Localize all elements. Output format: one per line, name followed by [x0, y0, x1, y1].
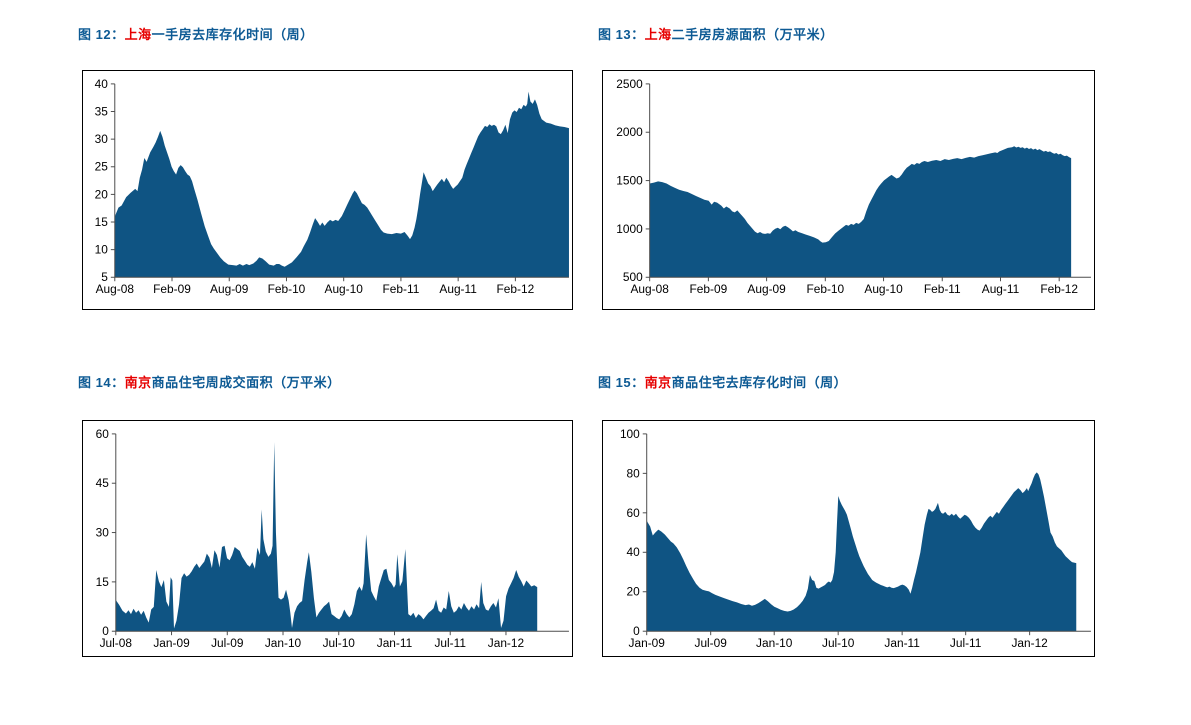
- region-name: 南京: [644, 375, 672, 390]
- svg-text:10: 10: [95, 243, 109, 257]
- svg-text:Jul-09: Jul-09: [695, 636, 728, 650]
- svg-text:Feb-12: Feb-12: [1040, 282, 1078, 296]
- svg-text:0: 0: [633, 624, 640, 638]
- svg-text:Jan-09: Jan-09: [629, 636, 666, 650]
- svg-text:Aug-09: Aug-09: [747, 282, 786, 296]
- svg-text:Aug-09: Aug-09: [210, 282, 249, 296]
- figure-title-text: 商品住宅去库存化时间（周）: [671, 375, 848, 390]
- svg-text:Feb-11: Feb-11: [924, 282, 961, 296]
- svg-text:20: 20: [95, 187, 109, 201]
- figure-label: 图 12：: [78, 27, 125, 42]
- svg-text:5: 5: [101, 270, 108, 284]
- area-chart-shanghai-new-home-destocking: 5 10 15 20 25 30 35 40 Aug-08 Feb-09 Aug-09 Feb-10 A…: [95, 77, 569, 296]
- figure-title-text: 商品住宅周成交面积（万平米）: [151, 375, 341, 390]
- svg-text:60: 60: [96, 427, 110, 441]
- figure-label: 图 13：: [598, 27, 645, 42]
- svg-text:15: 15: [95, 215, 109, 229]
- svg-text:80: 80: [627, 466, 641, 480]
- region-name: 南京: [124, 375, 152, 390]
- svg-text:40: 40: [95, 77, 109, 91]
- svg-text:Jan-11: Jan-11: [377, 636, 413, 650]
- figure-title-text: 二手房房源面积（万平米）: [671, 27, 834, 42]
- svg-text:25: 25: [95, 160, 109, 174]
- svg-text:Jul-11: Jul-11: [950, 636, 982, 650]
- svg-text:60: 60: [627, 506, 641, 520]
- svg-text:Jul-09: Jul-09: [211, 636, 244, 650]
- svg-text:500: 500: [623, 270, 643, 284]
- area-chart-shanghai-secondhand-listing-area: 500 1000 1500 2000 2500 Aug-08 Feb-09 Aug-09 Feb…: [616, 77, 1091, 296]
- svg-text:Jul-11: Jul-11: [434, 636, 466, 650]
- svg-text:Feb-10: Feb-10: [806, 282, 844, 296]
- svg-text:Feb-09: Feb-09: [153, 282, 191, 296]
- svg-text:2500: 2500: [616, 77, 643, 91]
- figure-13-chart-panel: 500 1000 1500 2000 2500 Aug-08 Feb-09 Aug-09 Feb…: [602, 70, 1095, 310]
- region-name: 上海: [124, 27, 152, 42]
- svg-text:Feb-10: Feb-10: [268, 282, 306, 296]
- figure-13-title: 图 13：上海二手房房源面积（万平米）: [598, 24, 834, 43]
- svg-text:Jan-09: Jan-09: [153, 636, 190, 650]
- svg-text:Jul-08: Jul-08: [100, 636, 133, 650]
- svg-text:1000: 1000: [616, 222, 643, 236]
- figure-15-title: 图 15：南京商品住宅去库存化时间（周）: [598, 372, 847, 391]
- svg-text:0: 0: [102, 624, 109, 638]
- svg-text:Jul-10: Jul-10: [822, 636, 855, 650]
- figure-14-chart-panel: 0 15 30 45 60 Jul-08 Jan-09 Jul-09 Jan-10 Jul-10 J…: [82, 420, 573, 657]
- svg-text:Aug-11: Aug-11: [982, 282, 1020, 296]
- svg-text:Aug-11: Aug-11: [439, 282, 477, 296]
- svg-text:30: 30: [96, 526, 110, 540]
- svg-text:Jan-10: Jan-10: [265, 636, 302, 650]
- svg-text:Aug-08: Aug-08: [96, 282, 135, 296]
- svg-text:Feb-12: Feb-12: [497, 282, 535, 296]
- figure-label: 图 15：: [598, 375, 645, 390]
- figure-title-text: 一手房去库存化时间（周）: [151, 27, 314, 42]
- area-chart-nanjing-destocking-time: 0 20 40 60 80 100 Jan-09 Jul-09 Jan-10 Jul-10 Jan-…: [620, 427, 1091, 650]
- svg-text:Aug-10: Aug-10: [325, 282, 364, 296]
- svg-text:Aug-08: Aug-08: [630, 282, 669, 296]
- svg-text:35: 35: [95, 104, 109, 118]
- svg-text:Jan-11: Jan-11: [884, 636, 920, 650]
- svg-text:100: 100: [620, 427, 640, 441]
- svg-text:45: 45: [96, 476, 110, 490]
- svg-text:2000: 2000: [616, 125, 643, 139]
- svg-text:Feb-09: Feb-09: [690, 282, 728, 296]
- svg-text:Jan-10: Jan-10: [756, 636, 793, 650]
- svg-text:1500: 1500: [616, 174, 643, 188]
- figure-14-title: 图 14：南京商品住宅周成交面积（万平米）: [78, 372, 341, 391]
- svg-text:30: 30: [95, 132, 109, 146]
- svg-text:15: 15: [96, 575, 110, 589]
- figure-12-chart-panel: 5 10 15 20 25 30 35 40 Aug-08 Feb-09 Aug-09 Feb-10 A…: [82, 70, 573, 310]
- area-chart-nanjing-weekly-transaction-area: 0 15 30 45 60 Jul-08 Jan-09 Jul-09 Jan-10 Jul-10 J…: [96, 427, 569, 650]
- region-name: 上海: [644, 27, 672, 42]
- figure-label: 图 14：: [78, 375, 125, 390]
- figure-15-chart-panel: 0 20 40 60 80 100 Jan-09 Jul-09 Jan-10 Jul-10 Jan-…: [602, 420, 1095, 657]
- svg-text:Aug-10: Aug-10: [864, 282, 903, 296]
- svg-text:Jan-12: Jan-12: [1011, 636, 1047, 650]
- figure-12-title: 图 12：上海一手房去库存化时间（周）: [78, 24, 314, 43]
- svg-text:Jul-10: Jul-10: [323, 636, 356, 650]
- svg-text:20: 20: [627, 585, 641, 599]
- svg-text:Feb-11: Feb-11: [383, 282, 420, 296]
- svg-text:Jan-12: Jan-12: [488, 636, 524, 650]
- svg-text:40: 40: [627, 545, 641, 559]
